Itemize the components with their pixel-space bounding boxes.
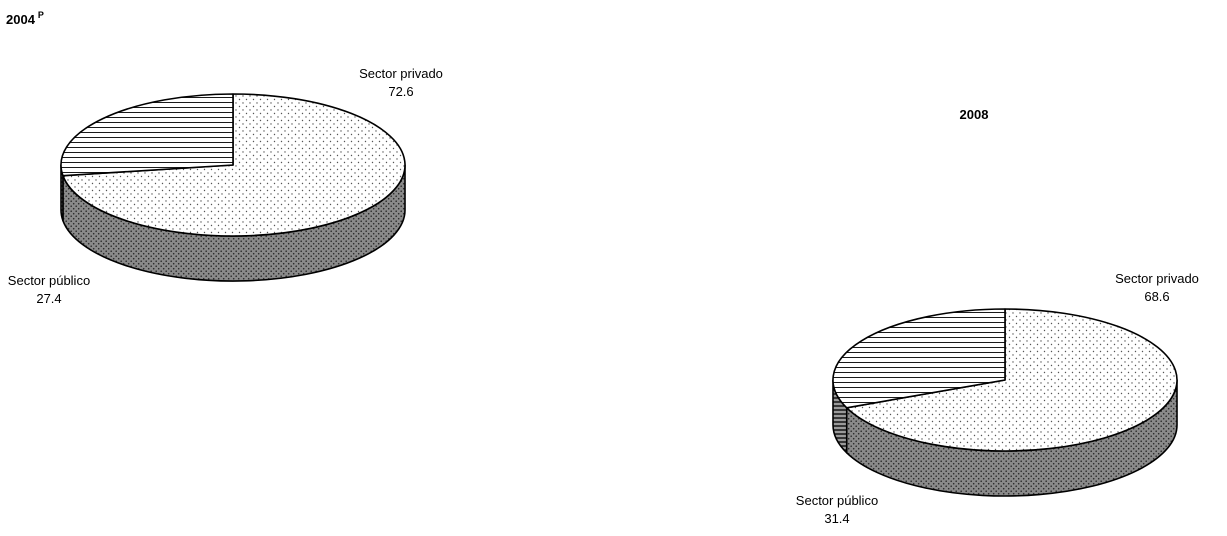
pie-chart-2008: 2008 Sector privado 68.6 Sector público … bbox=[796, 107, 1199, 526]
slice-sector-publico bbox=[832, 308, 1006, 409]
slice-sector-publico bbox=[60, 93, 234, 177]
slice-sector-privado bbox=[845, 308, 1178, 452]
slice-label-sector-publico: Sector público bbox=[8, 273, 90, 288]
slice-value-sector-privado: 68.6 bbox=[1144, 289, 1169, 304]
slice-value-sector-publico: 27.4 bbox=[36, 291, 61, 306]
slice-value-sector-publico: 31.4 bbox=[824, 511, 849, 526]
pie-chart-2004: 2004 P Sector privado 72.6 Sector público… bbox=[6, 10, 443, 306]
chart-title: 2004 P bbox=[6, 10, 44, 27]
slice-label-sector-publico: Sector público bbox=[796, 493, 878, 508]
chart-title: 2008 bbox=[960, 107, 989, 122]
slice-value-sector-privado: 72.6 bbox=[388, 84, 413, 99]
slice-sector-privado bbox=[62, 93, 406, 237]
slice-label-sector-privado: Sector privado bbox=[1115, 271, 1199, 286]
slice-label-sector-privado: Sector privado bbox=[359, 66, 443, 81]
